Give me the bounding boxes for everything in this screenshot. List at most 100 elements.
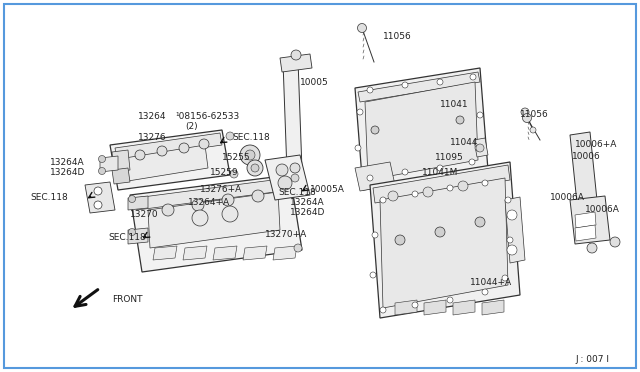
Circle shape [447,297,453,303]
Circle shape [179,143,189,153]
Text: 11056: 11056 [520,110,548,119]
Circle shape [469,159,475,165]
Text: SEC.118: SEC.118 [30,193,68,202]
Text: 11095: 11095 [435,153,464,162]
Circle shape [291,174,299,182]
Polygon shape [112,168,130,184]
Ellipse shape [401,258,429,278]
Circle shape [99,155,106,163]
Circle shape [423,187,433,197]
Polygon shape [148,192,280,248]
Polygon shape [355,68,488,190]
Circle shape [402,169,408,175]
Polygon shape [213,246,237,260]
Circle shape [475,145,481,151]
Polygon shape [128,196,148,210]
Polygon shape [153,246,177,260]
Polygon shape [453,300,475,315]
Text: J : 007 I: J : 007 I [575,355,609,364]
Text: 15255: 15255 [222,153,251,162]
Text: 13264A: 13264A [290,198,324,207]
Circle shape [372,232,378,238]
Polygon shape [570,196,610,244]
Circle shape [610,237,620,247]
Polygon shape [474,138,488,157]
Circle shape [157,146,167,156]
Text: ¹08156-62533: ¹08156-62533 [175,112,239,121]
Circle shape [447,185,453,191]
Polygon shape [570,132,598,213]
Text: 13264D: 13264D [290,208,325,217]
Circle shape [226,132,234,140]
Text: 11041: 11041 [440,100,468,109]
Circle shape [222,194,234,206]
Text: 11041M: 11041M [422,168,458,177]
Polygon shape [112,150,130,172]
Polygon shape [280,54,312,72]
Polygon shape [115,133,222,160]
Circle shape [162,204,174,216]
Circle shape [482,180,488,186]
Ellipse shape [407,98,443,122]
Text: 10006A: 10006A [550,193,585,202]
Polygon shape [424,300,446,315]
Polygon shape [370,162,520,318]
Text: SEC.118: SEC.118 [278,188,316,197]
Text: SEC.118: SEC.118 [232,133,269,142]
Polygon shape [575,212,596,228]
Circle shape [290,163,300,173]
Circle shape [437,79,443,85]
Polygon shape [395,300,417,315]
Circle shape [412,302,418,308]
Circle shape [278,176,292,190]
Circle shape [482,289,488,295]
Polygon shape [110,130,230,190]
Ellipse shape [441,250,469,270]
Circle shape [355,145,361,151]
Polygon shape [135,178,290,210]
Text: 10005: 10005 [300,78,329,87]
Ellipse shape [439,206,471,230]
Circle shape [276,164,288,176]
Circle shape [456,116,464,124]
Circle shape [437,165,443,171]
Polygon shape [355,162,395,191]
Circle shape [245,150,255,160]
Circle shape [370,272,376,278]
Circle shape [507,237,513,243]
Text: 13264A: 13264A [50,158,84,167]
Text: 13276+A: 13276+A [200,185,243,194]
Polygon shape [482,300,504,315]
Text: 10006: 10006 [572,152,601,161]
Polygon shape [575,225,596,241]
Polygon shape [505,197,525,263]
Circle shape [470,74,476,80]
Circle shape [230,170,238,178]
Circle shape [358,23,367,32]
Circle shape [521,108,529,116]
Circle shape [412,191,418,197]
Text: 10006A: 10006A [585,205,620,214]
Circle shape [380,307,386,313]
Polygon shape [183,246,207,260]
Circle shape [94,201,102,209]
Polygon shape [265,155,310,200]
Text: 13264D: 13264D [50,168,85,177]
Circle shape [294,244,302,252]
Polygon shape [128,228,148,244]
Polygon shape [365,82,478,180]
Circle shape [402,82,408,88]
Circle shape [199,139,209,149]
Circle shape [475,217,485,227]
Circle shape [435,227,445,237]
Polygon shape [100,156,118,172]
Circle shape [129,228,136,235]
Circle shape [458,181,468,191]
Circle shape [380,197,386,203]
Text: 13276: 13276 [138,133,166,142]
Circle shape [395,235,405,245]
Circle shape [129,196,136,202]
Text: 10006+A: 10006+A [575,140,618,149]
Circle shape [357,109,363,115]
Text: 11044: 11044 [450,138,479,147]
